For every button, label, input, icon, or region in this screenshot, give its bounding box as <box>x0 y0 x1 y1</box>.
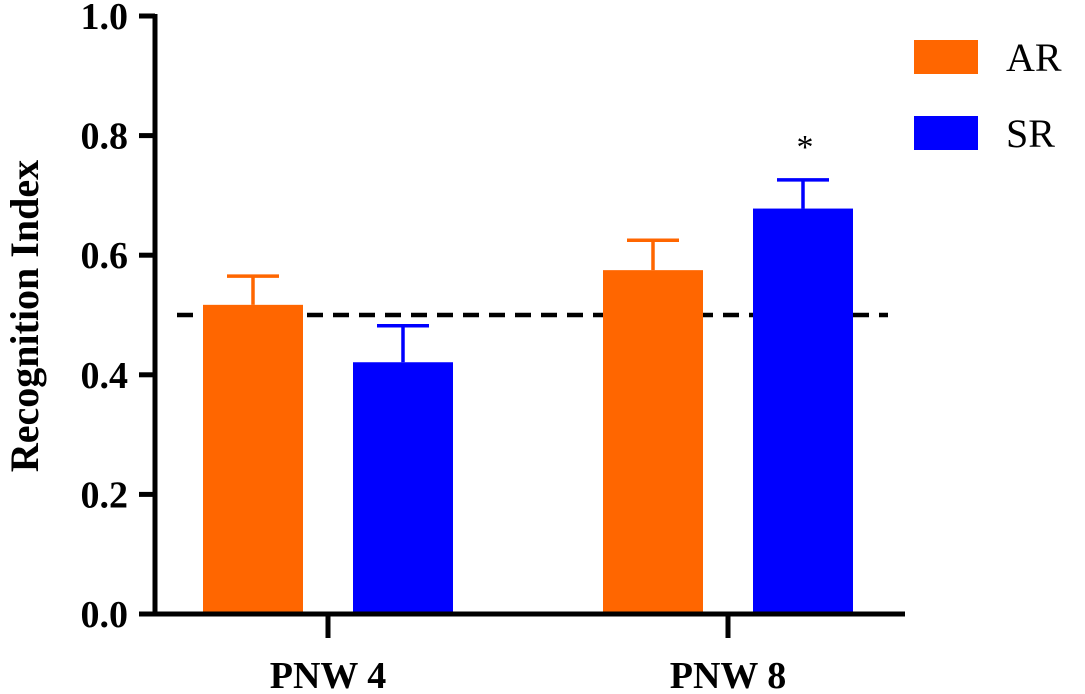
legend-label-ar: AR <box>1006 35 1062 80</box>
error-bar-ar-pnw8 <box>627 238 679 271</box>
x-category-label-pnw4: PNW 4 <box>270 655 386 694</box>
significance-asterisk: * <box>797 129 814 166</box>
bar-ar-pnw8 <box>603 270 703 614</box>
y-tick-label-0.8: 0.8 <box>81 116 129 158</box>
x-category-label-pnw8: PNW 8 <box>670 655 786 694</box>
y-tick-label-1.0: 1.0 <box>81 0 129 38</box>
y-tick-label-0.0: 0.0 <box>81 594 129 636</box>
y-tick-label-0.4: 0.4 <box>81 355 129 397</box>
error-bar-sr-pnw8 <box>777 178 829 209</box>
bar-sr-pnw4 <box>353 362 453 614</box>
bar-sr-pnw8 <box>753 208 853 614</box>
y-axis-label: Recognition Index <box>2 160 47 472</box>
legend-label-sr: SR <box>1006 111 1055 156</box>
bar-ar-pnw4 <box>203 304 303 614</box>
y-tick-label-0.2: 0.2 <box>81 474 129 516</box>
legend-swatch-sr <box>914 116 978 150</box>
y-tick-label-0.6: 0.6 <box>81 235 129 277</box>
error-bar-ar-pnw4 <box>227 274 279 305</box>
error-bar-sr-pnw4 <box>377 324 429 363</box>
legend-swatch-ar <box>914 40 978 74</box>
